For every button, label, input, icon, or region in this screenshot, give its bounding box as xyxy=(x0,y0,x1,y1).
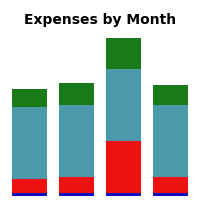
Bar xyxy=(59,83,94,105)
Bar xyxy=(59,177,94,193)
Bar xyxy=(153,105,188,177)
Bar xyxy=(153,85,188,105)
Bar xyxy=(12,179,47,193)
Bar xyxy=(106,141,141,193)
Bar xyxy=(12,89,47,107)
Bar xyxy=(153,193,188,196)
Bar xyxy=(153,177,188,193)
Bar xyxy=(12,107,47,179)
Bar xyxy=(106,69,141,141)
Bar xyxy=(106,38,141,69)
Title: Expenses by Month: Expenses by Month xyxy=(24,13,176,27)
Bar xyxy=(106,193,141,196)
Bar xyxy=(59,105,94,177)
Bar xyxy=(59,193,94,196)
Bar xyxy=(12,193,47,196)
